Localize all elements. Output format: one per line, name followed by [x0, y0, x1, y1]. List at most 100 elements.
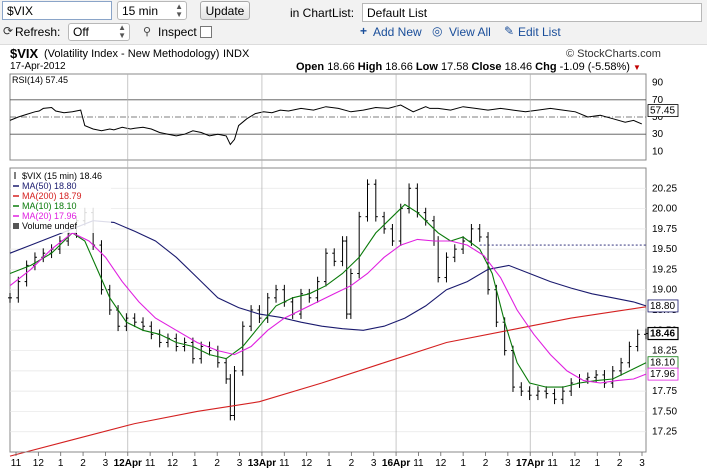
price-tick-label: 17.50 — [652, 406, 677, 417]
x-tick-label: 16Apr — [382, 458, 410, 469]
refresh-icon[interactable]: ⟳ — [3, 24, 14, 38]
x-tick-label: 2 — [214, 458, 220, 469]
ma10-line — [9, 203, 647, 388]
symbol-input[interactable]: $VIX — [2, 1, 112, 20]
search-icon: ⚲ — [143, 26, 152, 38]
chartlist-select[interactable]: Default List — [362, 3, 702, 22]
chart-date: 17-Apr-2012 — [10, 61, 66, 72]
refresh-label: Refresh: — [15, 25, 61, 39]
rsi-tick-label: 50 — [652, 112, 664, 123]
x-tick-label: 13Apr — [248, 458, 276, 469]
right-value-box — [647, 326, 679, 341]
x-tick-label: 1 — [595, 458, 601, 469]
rsi-panel: 10 30 50 70 90 RSI(14) 57.45 57.45 — [9, 73, 679, 161]
view-all-link[interactable]: View All — [449, 25, 491, 39]
rsi-tick-label: 90 — [652, 78, 664, 89]
x-tick-label: 12 — [33, 458, 45, 469]
legend-label: MA(200) 18.79 — [22, 191, 82, 201]
price-tick-label: 17.25 — [652, 427, 677, 438]
x-tick-label: 1 — [58, 458, 64, 469]
price-tick-label: 20.00 — [652, 204, 677, 215]
inspect-checkbox[interactable] — [200, 26, 212, 38]
low-label: Low — [415, 61, 438, 73]
chartlist-select-value: Default List — [367, 6, 428, 20]
price-tick-label: 19.75 — [652, 224, 677, 235]
x-tick-label: 11 — [279, 458, 290, 469]
right-value-label: 18.80 — [650, 301, 675, 312]
x-tick-label: 1 — [326, 458, 332, 469]
high-label: High — [357, 61, 383, 73]
x-tick-label: 11 — [413, 458, 424, 469]
price-tick-label: 19.25 — [652, 264, 677, 275]
ma200-line — [9, 306, 647, 457]
rsi-title: RSI(14) 57.45 — [12, 75, 68, 85]
ohlc-readout: Open 18.66 High 18.66 Low 17.58 Close 18… — [296, 61, 641, 73]
close-value: 18.46 — [504, 61, 533, 73]
x-tick-label: 3 — [639, 458, 645, 469]
refresh-select[interactable]: Off ▲ ▼ — [68, 23, 130, 41]
x-tick-label: 11 — [145, 458, 156, 469]
rsi-tick-label: 70 — [652, 95, 664, 106]
x-tick-label: 12 — [435, 458, 447, 469]
x-tick-label: 12 — [569, 458, 581, 469]
chartlist-label: in ChartList: — [290, 6, 355, 20]
price-tick-label: 19.50 — [652, 244, 677, 255]
legend-swatch — [13, 223, 19, 229]
x-tick-label: 1 — [460, 458, 466, 469]
chart-symbol: $VIX — [10, 46, 39, 61]
chg-label: Chg — [535, 61, 557, 73]
x-tick-label: 2 — [617, 458, 623, 469]
legend-label: Volume undef — [22, 221, 78, 231]
period-select-value: 15 min — [122, 4, 159, 18]
legend-label: MA(50) 18.80 — [22, 181, 77, 191]
x-tick-label: 17Apr — [516, 458, 544, 469]
x-tick-label: 12 — [301, 458, 313, 469]
rsi-tick-label: 30 — [652, 129, 664, 140]
x-tick-label: 3 — [505, 458, 511, 469]
exchange-label: INDX — [223, 48, 250, 60]
inspect-label: Inspect — [158, 25, 197, 39]
price-tick-label: 18.25 — [652, 346, 677, 357]
edit-list-link[interactable]: Edit List — [518, 25, 561, 39]
plus-icon: + — [360, 24, 368, 38]
pencil-icon: ✎ — [504, 24, 515, 38]
x-axis: 11 12 1 2 3 12Apr 11 12 1 2 3 13Apr 11 12 1 2 3 16Apr 11 12… — [10, 451, 646, 469]
right-value-box — [647, 367, 679, 381]
price-panel: 17.2517.5017.7518.0018.2518.5018.7519.00… — [8, 74, 679, 457]
watermark: © StockCharts.com — [566, 48, 661, 60]
legend-box — [11, 169, 111, 233]
updown-arrows-icon: ▲ ▼ — [118, 23, 126, 40]
x-tick-label: 11 — [11, 458, 22, 469]
rsi-current-value: 57.45 — [650, 106, 675, 117]
update-button[interactable]: Update — [200, 1, 250, 20]
x-tick-label: 3 — [237, 458, 243, 469]
rsi-tick-label: 10 — [652, 146, 664, 157]
right-value-box — [647, 299, 679, 313]
period-select[interactable]: 15 min ▲ ▼ — [117, 1, 187, 20]
open-label: Open — [296, 61, 325, 73]
ma20-line — [9, 232, 647, 384]
x-tick-label: 3 — [371, 458, 377, 469]
chg-value: -1.09 (-5.58%) — [559, 61, 630, 73]
add-new-link[interactable]: Add New — [373, 25, 422, 39]
right-value-label: 18.10 — [650, 358, 675, 369]
legend-label: MA(10) 18.10 — [22, 201, 77, 211]
price-tick-label: 19.00 — [652, 285, 677, 296]
updown-arrows-icon: ▲ ▼ — [175, 2, 183, 19]
eye-icon: ◎ — [432, 24, 443, 38]
x-tick-label: 1 — [192, 458, 198, 469]
high-value: 18.66 — [385, 61, 413, 73]
x-tick-label: 3 — [103, 458, 109, 469]
x-tick-label: 11 — [547, 458, 558, 469]
close-label: Close — [471, 61, 502, 73]
ma50-line — [9, 220, 647, 331]
legend-label: MA(20) 17.96 — [22, 211, 77, 221]
x-tick-label: 2 — [349, 458, 355, 469]
x-tick-label: 12Apr — [114, 458, 142, 469]
open-value: 18.66 — [327, 61, 355, 73]
rsi-line — [9, 104, 642, 146]
x-tick-label: 12 — [167, 458, 179, 469]
down-arrow-icon: ▼ — [633, 63, 641, 72]
rsi-current-box — [647, 104, 679, 117]
x-tick-label: 2 — [483, 458, 489, 469]
